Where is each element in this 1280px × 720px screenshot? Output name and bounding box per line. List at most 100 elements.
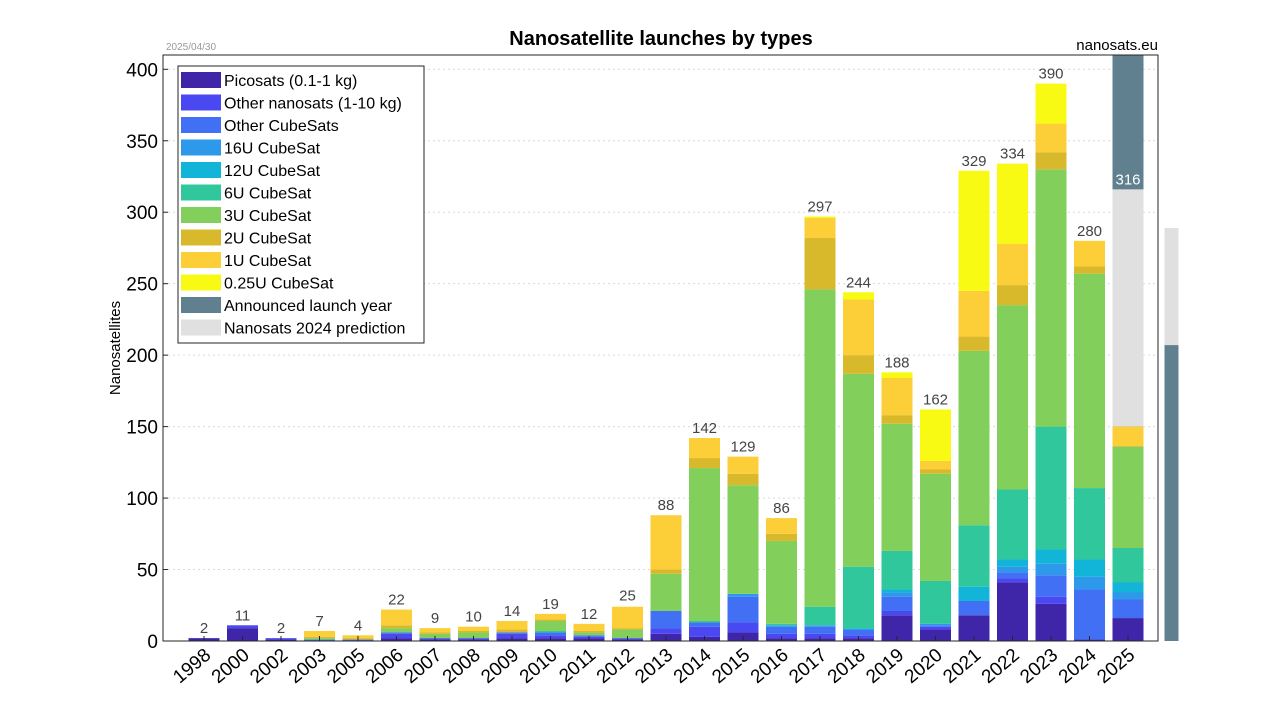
bar-segment [689, 468, 720, 621]
x-tick-label: 2018 [824, 645, 870, 688]
bar-segment [650, 610, 682, 629]
bar-segment [958, 600, 990, 616]
legend-swatch [181, 184, 221, 201]
bar-segment [612, 628, 643, 630]
plot-frame [162, 54, 1159, 642]
bar-segment [1035, 169, 1067, 427]
bar-segment [766, 518, 797, 534]
bar-segment [727, 622, 759, 633]
total-label: 19 [542, 596, 559, 613]
bar-segment [496, 620, 528, 630]
bar-segment [958, 586, 990, 601]
legend-swatch [181, 72, 221, 88]
legend-box [177, 65, 425, 344]
bar-segment [843, 628, 874, 630]
x-tick-label: 2025 [1093, 645, 1139, 688]
y-tick-label: 300 [126, 203, 158, 224]
bar-segment [727, 473, 759, 486]
bar-segment [843, 629, 874, 636]
legend-swatch [181, 162, 221, 178]
total-label: 334 [1000, 146, 1025, 163]
total-label: 86 [773, 500, 790, 517]
bar-segment [458, 630, 489, 633]
bar-segment [1112, 618, 1144, 641]
bar-segment [766, 633, 797, 639]
bar-segment [997, 243, 1028, 286]
total-label: 7 [315, 613, 323, 630]
x-tick-label: 2009 [477, 645, 523, 688]
legend-swatch [181, 117, 221, 133]
bar-segment [920, 469, 951, 474]
bar-segment [997, 489, 1028, 560]
bar-segment [381, 625, 412, 629]
x-tick-label: 2021 [939, 645, 985, 688]
legend-swatch [181, 207, 221, 223]
legend-swatch [181, 229, 221, 246]
total-label: 9 [431, 610, 439, 627]
total-label: 88 [658, 497, 675, 514]
bar-segment [997, 305, 1028, 490]
y-tick-label: 200 [126, 346, 158, 367]
bar-segment [1074, 240, 1105, 267]
bar-segment [997, 582, 1028, 641]
bar-segment [804, 289, 836, 607]
bar-segment [1035, 549, 1067, 564]
total-label: 162 [923, 391, 948, 408]
legend-label: Nanosats 2024 prediction [224, 321, 405, 338]
bar-segment [804, 625, 836, 627]
bar-segment [689, 622, 720, 627]
bar-segment [535, 632, 566, 636]
bar-segment [997, 578, 1028, 583]
bar-segment [958, 336, 990, 351]
legend-swatch [181, 252, 221, 268]
bar-segment [689, 620, 720, 623]
x-tick-label: 2019 [862, 645, 908, 688]
bar-segment [920, 460, 951, 470]
bar-segment [1074, 589, 1105, 640]
y-tick-label: 100 [126, 489, 158, 510]
bar-segment [920, 623, 951, 626]
bar-segment [612, 629, 643, 639]
total-label: 297 [807, 199, 832, 216]
x-tick-label: 2000 [208, 645, 254, 688]
bar-segment [766, 533, 797, 541]
total-label: 12 [581, 606, 598, 623]
legend-swatch [181, 319, 221, 336]
bar-segment [881, 592, 913, 597]
bar-segment [804, 606, 836, 626]
bar-segment [458, 626, 489, 631]
y-tick-label: 0 [147, 632, 158, 653]
bar-segment [650, 569, 682, 574]
bar-segment [843, 373, 874, 567]
total-label: 14 [504, 603, 521, 620]
bar-segment [535, 630, 566, 633]
bar-segment [1074, 266, 1105, 274]
bar-segment [689, 438, 720, 459]
source-label: nanosats.eu [1076, 37, 1158, 54]
total-label: 22 [388, 592, 405, 609]
x-tick-label: 2005 [323, 645, 369, 688]
bar-segment [573, 632, 605, 636]
x-tick-label: 1998 [169, 645, 215, 688]
bar-segment [997, 285, 1028, 306]
total-label: 11 [235, 607, 251, 624]
bars [188, 55, 1179, 641]
legend-swatch [181, 274, 221, 291]
total-label: 4 [354, 617, 362, 634]
total-label: 280 [1077, 223, 1102, 240]
bar-segment [573, 623, 605, 631]
bar-segment [496, 629, 528, 633]
bar-segment [496, 633, 528, 639]
bar-segment [1035, 603, 1067, 641]
bar-segment [1035, 83, 1067, 124]
y-tick-label: 50 [137, 561, 158, 582]
bar-segment [1035, 596, 1067, 604]
bar-segment [843, 292, 874, 300]
x-tick-label: 2015 [708, 645, 754, 688]
total-label: 2 [200, 620, 208, 637]
bar-segment [958, 290, 990, 337]
x-tick-label: 2012 [593, 645, 639, 688]
bar-segment [689, 626, 720, 637]
x-tick-label: 2006 [362, 645, 408, 688]
total-label: 329 [961, 153, 986, 170]
